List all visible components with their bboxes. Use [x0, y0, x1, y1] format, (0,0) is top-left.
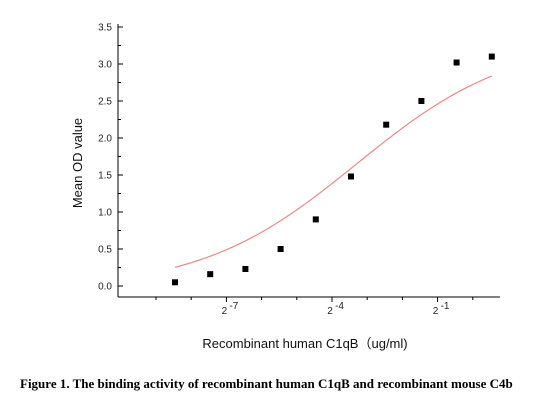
data-point — [207, 271, 214, 278]
fit-curve-layer — [174, 75, 493, 268]
y-tick-label: 1.0 — [98, 208, 112, 219]
y-tick-label: 1.5 — [98, 171, 112, 182]
y-tick-label: 0.5 — [98, 245, 112, 256]
data-point — [383, 121, 390, 128]
figure-caption: Figure 1. The binding activity of recomb… — [20, 376, 513, 391]
fit-curve — [174, 75, 493, 268]
y-axis: 0.0 0.5 1.0 1.5 2.0 2.5 3.0 3.5 — [98, 23, 123, 297]
data-point — [453, 59, 460, 66]
svg-text:-4: -4 — [335, 301, 344, 312]
data-point — [488, 53, 495, 60]
x-tick-label: 2 -4 — [327, 301, 344, 317]
x-tick-label: 2 -7 — [222, 301, 239, 317]
y-tick-label: 0.0 — [98, 282, 112, 293]
x-axis: 2 -7 2 -4 2 -1 — [118, 296, 500, 317]
svg-text:2: 2 — [327, 306, 333, 317]
data-point — [418, 98, 425, 104]
x-tick-label: 2 -1 — [433, 301, 450, 317]
binding-activity-chart: 0.00.51.01.52.02.53.03.5 2 -7 2 -4 2 -1 Mean … — [70, 23, 500, 351]
svg-text:2: 2 — [433, 306, 439, 317]
svg-text:-1: -1 — [441, 301, 450, 312]
svg-text:2: 2 — [222, 306, 228, 317]
data-point — [312, 216, 319, 223]
data-point — [242, 265, 249, 272]
y-tick-label: 2.0 — [98, 134, 112, 145]
svg-text:-7: -7 — [229, 301, 238, 312]
y-axis-title: Mean OD value — [70, 118, 85, 208]
x-axis-title: Recombinant human C1qB（ug/ml) — [202, 336, 407, 351]
y-tick-label: 2.5 — [98, 97, 112, 108]
data-point — [348, 173, 354, 180]
data-points-layer — [172, 53, 495, 286]
data-point — [277, 246, 284, 252]
y-tick-label: 3.5 — [98, 23, 112, 34]
data-point — [172, 279, 178, 286]
y-tick-label: 3.0 — [98, 60, 112, 71]
